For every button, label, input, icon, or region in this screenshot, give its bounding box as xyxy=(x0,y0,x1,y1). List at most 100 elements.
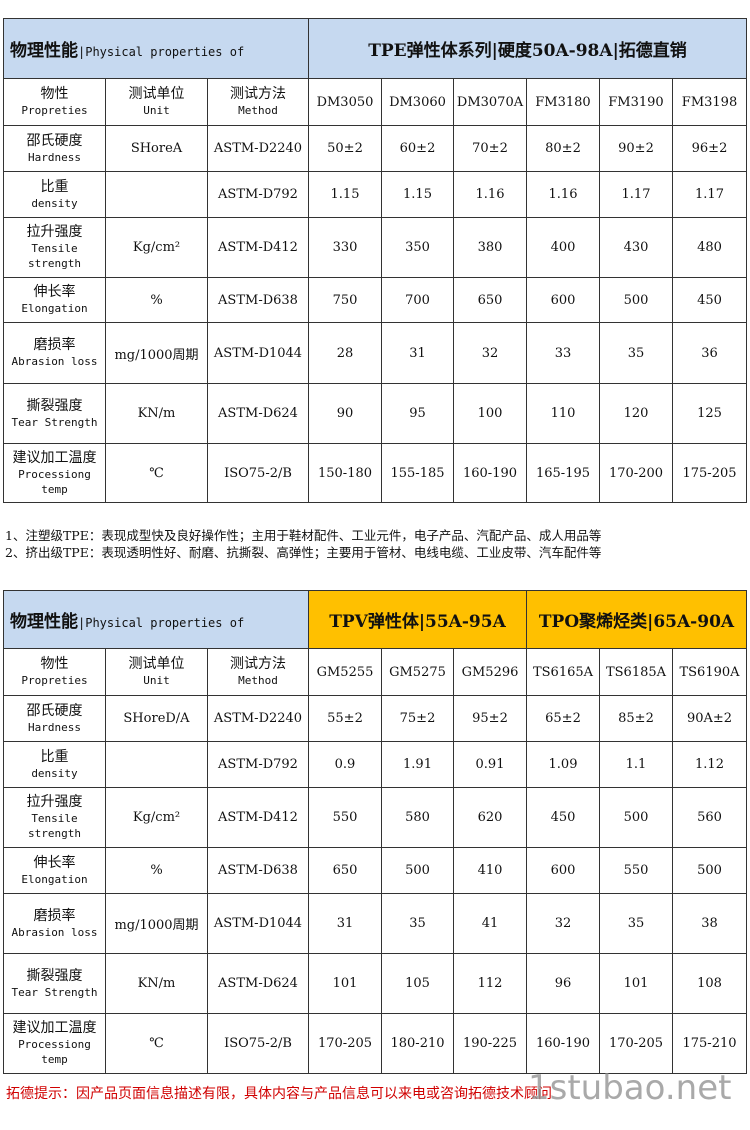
header-zh: 物性 xyxy=(40,86,69,102)
value: 600 xyxy=(526,277,600,323)
unit: SHoreD/A xyxy=(105,695,208,742)
property: 邵氏硬度 Hardness xyxy=(3,125,106,172)
row: 撕裂强度 Tear Strength KN/m ASTM-D624 90 95 100 110… xyxy=(3,383,748,444)
value: 560 xyxy=(671,787,748,848)
value: 1.15 xyxy=(308,171,382,218)
grade: DM3070A xyxy=(453,78,527,126)
value: 1.91 xyxy=(381,741,454,788)
row: 撕裂强度 Tear Strength KN/m ASTM-D624 101 105 112 9… xyxy=(3,953,748,1014)
value: 96 xyxy=(526,953,600,1014)
property-en: Processiong temp xyxy=(18,1038,91,1066)
value: 600 xyxy=(526,847,600,894)
value: 85±2 xyxy=(599,695,673,742)
property-zh: 伸长率 xyxy=(33,854,76,871)
value: 41 xyxy=(453,893,527,954)
value: 1.1 xyxy=(599,741,673,788)
value: 1.09 xyxy=(526,741,600,788)
row: 伸长率 Elongation% ASTM-D638 750 700 650 600 500 45… xyxy=(3,277,748,323)
value: 1.15 xyxy=(381,171,454,218)
row: 物性 Propreties 测试单位 Unit 测试方法 Method DM3050 DM30… xyxy=(3,78,748,126)
property: 比重 density xyxy=(3,741,106,788)
value: 1.16 xyxy=(453,171,527,218)
unit: Kg/cm² xyxy=(105,217,208,278)
unit xyxy=(105,171,208,218)
unit: mg/1000周期 xyxy=(105,322,208,384)
header-zh: 物性 xyxy=(40,656,69,672)
row: 磨损率 Abrasion loss mg/1000周期 ASTM-D1044 31 35 4… xyxy=(3,893,748,954)
property-en: Tensile strength xyxy=(28,812,81,840)
property-zh: 撕裂强度 xyxy=(26,967,83,984)
property: 建议加工温度 Processiong temp xyxy=(3,443,106,503)
grade: TS6185A xyxy=(599,648,673,696)
row: 邵氏硬度 Hardness SHoreA ASTM-D2240 50±2 60±2 70±2… xyxy=(3,125,748,172)
value: 1.12 xyxy=(671,741,748,788)
value: 90 xyxy=(308,383,382,444)
method: ASTM-D412 xyxy=(207,217,309,278)
row: 磨损率 Abrasion loss mg/1000周期 ASTM-D1044 28 31 3… xyxy=(3,322,748,384)
header-cell: 物性 Propreties xyxy=(3,78,106,126)
header-cell: 测试单位 Unit xyxy=(105,78,208,126)
property-zh: 邵氏硬度 xyxy=(26,702,83,719)
value: 90±2 xyxy=(599,125,673,172)
property-en: Tensile strength xyxy=(28,242,81,270)
value: 80±2 xyxy=(526,125,600,172)
value: 0.9 xyxy=(308,741,382,788)
method: ASTM-D412 xyxy=(207,787,309,848)
note-line: 1、注塑级TPE：表现成型快及良好操作性；主用于鞋材配件、工业元件，电子产品、汽… xyxy=(5,528,602,543)
note-line: 2、挤出级TPE：表现透明性好、耐磨、抗撕裂、高弹性；主要用于管材、电线电缆、工… xyxy=(5,545,602,560)
property-zh: 拉升强度 xyxy=(26,794,83,810)
value: 500 xyxy=(671,847,748,894)
title-en: |Physical properties of xyxy=(78,45,245,59)
value: 31 xyxy=(381,322,454,384)
grade: GM5255 xyxy=(308,648,382,696)
header-cell: 物性 Propreties xyxy=(3,648,106,696)
group-title: TPO聚烯烃类|65A-90A xyxy=(525,590,748,649)
value: 101 xyxy=(599,953,673,1014)
value: 38 xyxy=(671,893,748,954)
value: 160-190 xyxy=(526,1013,600,1074)
value: 190-225 xyxy=(453,1013,527,1074)
properties-table: 物理性能|Physical properties of TPV弹性体|55A-95… xyxy=(3,590,748,1074)
value: 620 xyxy=(453,787,527,848)
grade: GM5275 xyxy=(381,648,454,696)
property-zh: 伸长率 xyxy=(33,284,76,300)
notes: 1、注塑级TPE：表现成型快及良好操作性；主用于鞋材配件、工业元件，电子产品、汽… xyxy=(5,527,601,561)
value: 350 xyxy=(381,217,454,278)
method: ISO75-2/B xyxy=(207,1013,309,1074)
value: 95±2 xyxy=(453,695,527,742)
unit: mg/1000周期 xyxy=(105,893,208,954)
property-zh: 建议加工温度 xyxy=(12,1020,97,1036)
header-en: Unit xyxy=(143,674,170,687)
row: 比重 density ASTM-D792 1.15 1.15 1.16 1.16 1.17 1.… xyxy=(3,171,748,218)
unit: KN/m xyxy=(105,383,208,444)
title-cell: 物理性能|Physical properties of xyxy=(3,590,309,649)
value: 430 xyxy=(599,217,673,278)
value: 170-205 xyxy=(599,1013,673,1074)
property-en: Hardness xyxy=(28,150,81,164)
value: 105 xyxy=(381,953,454,1014)
value: 50±2 xyxy=(308,125,382,172)
row: 比重 density ASTM-D792 0.9 1.91 0.91 1.09 1.1 1.12 xyxy=(3,741,748,788)
header-en: Unit xyxy=(143,104,170,117)
title-zh: 物理性能 xyxy=(10,612,78,632)
value: 36 xyxy=(671,322,748,384)
method: ISO75-2/B xyxy=(207,443,309,503)
row: 拉升强度 Tensile strength Kg/cm² ASTM-D412 330 35… xyxy=(3,217,748,278)
row: 邵氏硬度 Hardness SHoreD/A ASTM-D2240 55±2 75±2 95… xyxy=(3,695,748,742)
value: 500 xyxy=(381,847,454,894)
value: 95 xyxy=(381,383,454,444)
property-zh: 磨损率 xyxy=(33,907,76,924)
value: 550 xyxy=(308,787,382,848)
value: 1.17 xyxy=(599,171,673,218)
row: 拉升强度 Tensile strength Kg/cm² ASTM-D412 550 58… xyxy=(3,787,748,848)
value: 500 xyxy=(599,787,673,848)
header-zh: 测试方法 xyxy=(230,656,286,672)
title-zh: 物理性能 xyxy=(10,41,78,61)
property: 拉升强度 Tensile strength xyxy=(3,787,106,848)
value: 400 xyxy=(526,217,600,278)
header-zh: 测试单位 xyxy=(128,86,185,102)
method: ASTM-D2240 xyxy=(207,695,309,742)
property-en: Elongation xyxy=(21,302,88,315)
header-cell: 测试单位 Unit xyxy=(105,648,208,696)
value: 380 xyxy=(453,217,527,278)
